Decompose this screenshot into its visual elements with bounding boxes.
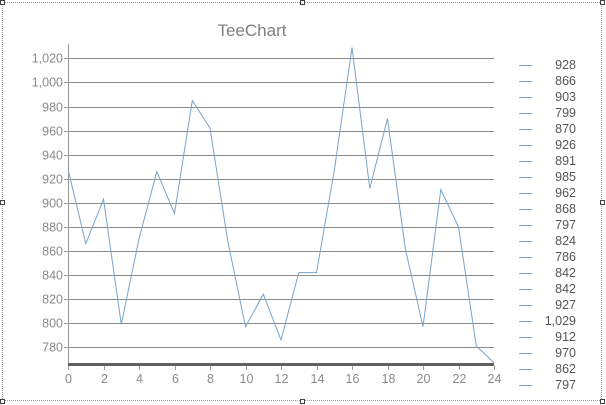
data-point xyxy=(439,188,443,192)
y-tick-label: 780 xyxy=(42,341,63,355)
data-point xyxy=(190,99,194,103)
data-point xyxy=(119,322,123,326)
resize-handle-bottom-right[interactable] xyxy=(600,399,605,404)
chart-title: TeeChart xyxy=(218,21,287,40)
legend-label: 842 xyxy=(555,266,576,280)
data-point xyxy=(102,197,106,201)
x-tick-label: 8 xyxy=(207,372,214,386)
y-tick-label: 980 xyxy=(42,101,63,115)
resize-handle-top-left[interactable] xyxy=(0,0,5,5)
legend-label: 926 xyxy=(555,138,576,152)
legend-label: 927 xyxy=(555,298,576,312)
resize-handle-middle-left[interactable] xyxy=(0,200,5,205)
data-point xyxy=(492,361,496,365)
legend-label: 912 xyxy=(555,330,576,344)
legend-label: 824 xyxy=(555,234,576,248)
data-point xyxy=(261,292,265,296)
x-tick-label: 10 xyxy=(240,372,254,386)
legend-label: 903 xyxy=(555,90,576,104)
data-point xyxy=(332,168,336,172)
data-point xyxy=(279,338,283,342)
resize-handle-middle-right[interactable] xyxy=(600,200,605,205)
x-tick-label: 24 xyxy=(488,372,502,386)
legend-label: 962 xyxy=(555,186,576,200)
y-tick-label: 900 xyxy=(42,197,63,211)
x-tick-label: 2 xyxy=(101,372,108,386)
legend-label: 799 xyxy=(555,106,576,120)
y-tick-label: 880 xyxy=(42,221,63,235)
y-tick-label: 800 xyxy=(42,317,63,331)
legend-label: 970 xyxy=(555,346,576,360)
x-tick-label: 22 xyxy=(453,372,467,386)
data-point xyxy=(297,271,301,275)
resize-handle-top-right[interactable] xyxy=(600,0,605,5)
data-point xyxy=(457,225,461,229)
resize-handle-bottom-left[interactable] xyxy=(0,399,5,404)
data-point xyxy=(386,117,390,121)
x-tick-label: 16 xyxy=(346,372,360,386)
data-point xyxy=(421,325,425,329)
x-tick-label: 18 xyxy=(382,372,396,386)
x-tick-label: 6 xyxy=(172,372,179,386)
data-point xyxy=(368,186,372,190)
resize-handle-top-center[interactable] xyxy=(300,0,305,5)
data-point xyxy=(155,170,159,174)
series-line xyxy=(67,47,495,364)
data-point xyxy=(244,325,248,329)
legend-label: 866 xyxy=(555,74,576,88)
y-tick-label: 920 xyxy=(42,173,63,187)
legend-label: 862 xyxy=(555,362,576,376)
legend-label: 928 xyxy=(555,58,576,72)
data-point xyxy=(137,237,141,241)
data-point xyxy=(208,126,212,130)
data-point xyxy=(315,271,319,275)
legend-label: 797 xyxy=(555,218,576,232)
resize-handle-bottom-center[interactable] xyxy=(300,399,305,404)
x-tick-label: 14 xyxy=(311,372,325,386)
data-point xyxy=(350,46,354,50)
y-tick-label: 940 xyxy=(42,149,63,163)
y-tick-label: 960 xyxy=(42,125,63,139)
data-point xyxy=(403,247,407,251)
legend-label: 842 xyxy=(555,282,576,296)
legend-label: 797 xyxy=(555,378,576,392)
y-tick-label: 820 xyxy=(42,293,63,307)
legend-label: 870 xyxy=(555,122,576,136)
legend-label: 891 xyxy=(555,154,576,168)
x-tick-label: 0 xyxy=(65,372,72,386)
y-tick-label: 860 xyxy=(42,245,63,259)
legend-label: 786 xyxy=(555,250,576,264)
data-point xyxy=(84,242,88,246)
data-point xyxy=(474,344,478,348)
y-tick-label: 1,020 xyxy=(32,52,63,66)
legend-label: 985 xyxy=(555,170,576,184)
legend-label: 868 xyxy=(555,202,576,216)
data-point xyxy=(66,167,70,171)
y-tick-label: 1,000 xyxy=(32,76,63,90)
x-tick-label: 20 xyxy=(417,372,431,386)
data-point xyxy=(226,239,230,243)
legend-label: 1,029 xyxy=(545,314,576,328)
x-tick-label: 4 xyxy=(136,372,143,386)
data-point xyxy=(173,212,177,216)
x-tick-label: 12 xyxy=(275,372,289,386)
y-tick-label: 840 xyxy=(42,269,63,283)
